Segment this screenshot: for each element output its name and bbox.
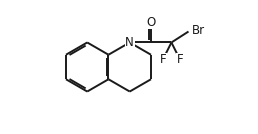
Text: F: F <box>159 53 166 66</box>
Text: N: N <box>125 36 134 49</box>
Text: Br: Br <box>192 24 205 37</box>
Text: F: F <box>177 53 183 66</box>
Text: O: O <box>146 16 155 29</box>
